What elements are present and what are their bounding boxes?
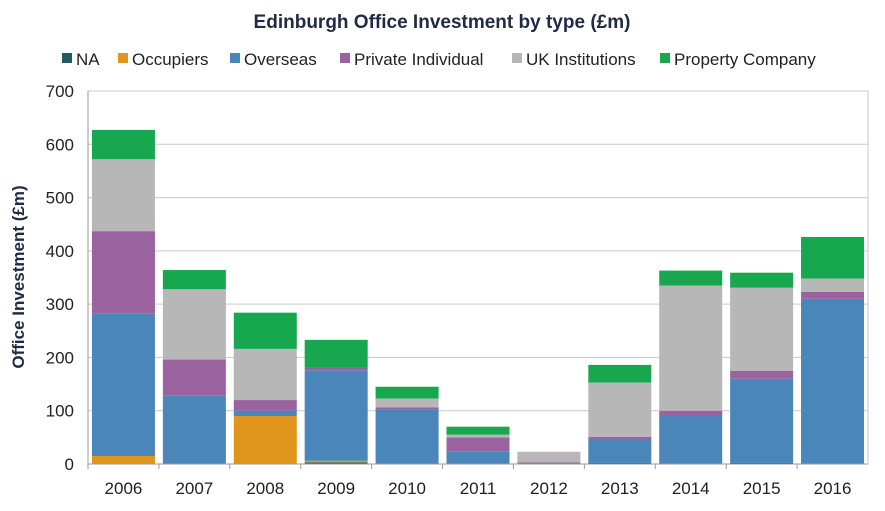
y-tick-label: 200 bbox=[46, 348, 74, 367]
y-tick-label: 600 bbox=[46, 135, 74, 154]
bar-2006-property-company bbox=[91, 129, 155, 160]
legend-swatch-uk-institutions bbox=[512, 53, 522, 63]
bar-2012-uk-institutions bbox=[517, 451, 581, 463]
legend: NA Occupiers Overseas Private Individual UK … bbox=[62, 50, 816, 69]
bar-2008-property-company bbox=[233, 312, 297, 349]
x-tick-label: 2006 bbox=[105, 479, 143, 498]
bar-2016-property-company bbox=[801, 237, 865, 279]
bar-2008-overseas bbox=[233, 410, 297, 417]
legend-label: UK Institutions bbox=[526, 50, 636, 69]
bar-2013-private-individual bbox=[588, 436, 652, 440]
bar-2008-private-individual bbox=[233, 400, 297, 411]
bar-2006-overseas bbox=[91, 313, 155, 457]
x-tick-label: 2013 bbox=[601, 479, 639, 498]
legend-label: Private Individual bbox=[354, 50, 483, 69]
bar-2015-uk-institutions bbox=[730, 287, 794, 371]
bar-2015-na bbox=[730, 462, 794, 464]
y-tick-label: 500 bbox=[46, 189, 74, 208]
bar-2011-uk-institutions bbox=[446, 434, 510, 438]
legend-label: NA bbox=[76, 50, 100, 69]
x-tick-label: 2009 bbox=[317, 479, 355, 498]
bar-2009-occupiers bbox=[304, 460, 368, 463]
bar-2015-overseas bbox=[730, 378, 794, 463]
bar-2014-private-individual bbox=[659, 410, 723, 417]
legend-swatch-overseas bbox=[230, 53, 240, 63]
bar-2015-property-company bbox=[730, 272, 794, 288]
x-tick-label: 2016 bbox=[814, 479, 852, 498]
bar-2013-uk-institutions bbox=[588, 382, 652, 437]
bar-2015-private-individual bbox=[730, 370, 794, 379]
y-axis-label: Office Investment (£m) bbox=[9, 185, 28, 368]
bar-2009-property-company bbox=[304, 339, 368, 368]
bar-2008-uk-institutions bbox=[233, 348, 297, 401]
x-tick-label: 2014 bbox=[672, 479, 710, 498]
legend-swatch-occupiers bbox=[118, 53, 128, 63]
bar-2007-overseas bbox=[162, 395, 226, 464]
bar-2013-overseas bbox=[588, 439, 652, 463]
legend-label: Occupiers bbox=[132, 50, 209, 69]
x-tick-labels: 2006 2007 2008 2009 2010 2011 2012 2013 2014 2015… bbox=[105, 479, 852, 498]
x-tick-label: 2011 bbox=[460, 479, 497, 498]
legend-swatch-na bbox=[62, 53, 72, 63]
bar-2006-private-individual bbox=[91, 231, 155, 314]
bar-2007-property-company bbox=[162, 270, 226, 290]
bar-2014-uk-institutions bbox=[659, 285, 723, 411]
bar-2014-property-company bbox=[659, 270, 723, 286]
bar-2009-na bbox=[304, 462, 368, 464]
bar-2010-overseas bbox=[375, 409, 439, 464]
bar-2012-private-individual bbox=[517, 462, 581, 464]
y-tick-label: 300 bbox=[46, 295, 74, 314]
bar-2010-uk-institutions bbox=[375, 398, 439, 408]
bar-2011-overseas bbox=[446, 451, 510, 464]
bar-2010-property-company bbox=[375, 386, 439, 399]
x-tick-label: 2008 bbox=[246, 479, 284, 498]
bar-2006-uk-institutions bbox=[91, 159, 155, 232]
x-tick-label: 2012 bbox=[530, 479, 568, 498]
bar-2013-na bbox=[588, 462, 652, 464]
bar-2007-uk-institutions bbox=[162, 289, 226, 360]
axes bbox=[87, 91, 869, 469]
y-tick-label: 0 bbox=[65, 455, 74, 474]
legend-swatch-property-company bbox=[660, 53, 670, 63]
bar-2014-overseas bbox=[659, 416, 723, 464]
x-tick-label: 2015 bbox=[743, 479, 781, 498]
bar-2011-private-individual bbox=[446, 437, 510, 452]
legend-label: Overseas bbox=[244, 50, 317, 69]
bar-2008-occupiers bbox=[233, 416, 297, 464]
chart-title: Edinburgh Office Investment by type (£m) bbox=[254, 12, 631, 33]
bar-2006-occupiers bbox=[91, 456, 155, 464]
y-tick-label: 700 bbox=[46, 82, 74, 101]
legend-swatch-private-individual bbox=[340, 53, 350, 63]
y-tick-labels: 0 100 200 300 400 500 600 700 bbox=[46, 82, 74, 474]
bar-2007-private-individual bbox=[162, 359, 226, 396]
bar-2011-property-company bbox=[446, 426, 510, 435]
y-tick-label: 400 bbox=[46, 242, 74, 261]
bar-2016-uk-institutions bbox=[801, 278, 865, 292]
x-tick-label: 2010 bbox=[388, 479, 426, 498]
x-tick-label: 2007 bbox=[175, 479, 213, 498]
bar-2013-property-company bbox=[588, 364, 652, 383]
bar-2009-private-individual bbox=[304, 367, 368, 371]
y-tick-label: 100 bbox=[46, 402, 74, 421]
bar-2016-overseas bbox=[801, 298, 865, 464]
bar-2009-overseas bbox=[304, 370, 368, 461]
bars bbox=[91, 129, 865, 464]
bar-2016-private-individual bbox=[801, 291, 865, 299]
legend-label: Property Company bbox=[674, 50, 816, 69]
bar-2010-private-individual bbox=[375, 407, 439, 410]
